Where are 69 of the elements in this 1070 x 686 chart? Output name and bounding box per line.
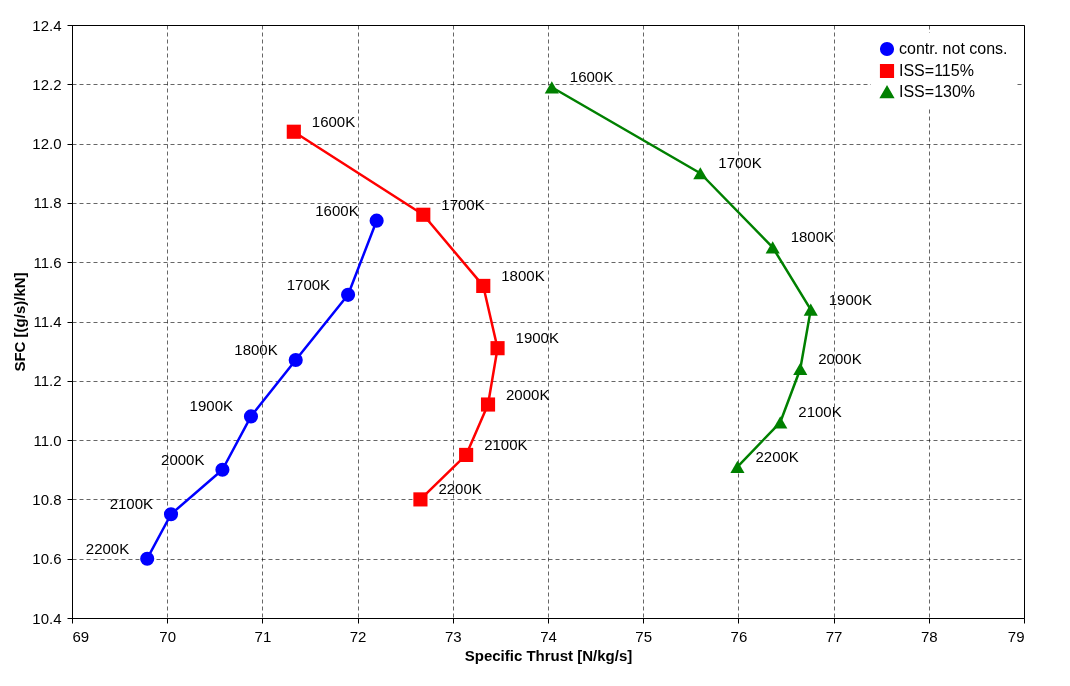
annotation: 1600K: [569, 68, 614, 86]
x-tick-label: 79: [1007, 627, 1025, 645]
annotation: 2000K: [506, 385, 550, 403]
point: [215, 462, 230, 477]
point: [416, 207, 431, 222]
point: [288, 352, 303, 368]
y-tick-label: 10.6: [32, 550, 62, 568]
point: [140, 551, 155, 566]
y-tick-label: 11.4: [33, 313, 62, 330]
x-tick-label: 71: [254, 627, 272, 645]
y-axis-title: SFC [(g/s)/kN]: [11, 272, 29, 372]
point: [341, 287, 356, 302]
annotation: 2100K: [798, 403, 842, 421]
annotation: 1700K: [286, 275, 331, 293]
annotation: 2000K: [818, 349, 862, 367]
annotation: 2200K: [85, 539, 130, 557]
annotation: 2000K: [161, 450, 205, 468]
annotation: 1700K: [718, 154, 762, 172]
y-tick-label: 12.2: [32, 75, 62, 93]
annotation: 1600K: [315, 201, 359, 219]
y-tick-label: 11.6: [33, 253, 62, 271]
point: [459, 447, 474, 462]
annotation: 1800K: [790, 228, 835, 246]
point: [544, 81, 559, 94]
annotation: 2100K: [109, 495, 154, 513]
annotation: 1800K: [234, 341, 278, 359]
x-tick-label: 75: [635, 627, 653, 645]
x-tick-label: 74: [540, 627, 557, 645]
point: [480, 397, 496, 412]
x-tick-label: 76: [730, 627, 748, 645]
point: [163, 507, 179, 522]
legend-label: ISS=130%: [899, 83, 976, 100]
annotation: 2200K: [438, 480, 482, 498]
annotation: 1600K: [311, 112, 356, 130]
annotation: 1800K: [501, 266, 545, 284]
point: [793, 362, 808, 376]
point: [286, 124, 301, 139]
x-tick-label: 70: [159, 627, 177, 645]
annotation: 1900K: [189, 397, 233, 415]
point: [730, 460, 745, 473]
point: [369, 213, 384, 228]
point: [693, 167, 708, 180]
x-tick-label: 78: [920, 627, 938, 645]
legend-label: ISS=115%: [899, 62, 974, 79]
point: [803, 303, 818, 316]
x-tick-label: 72: [349, 627, 367, 645]
point: [773, 416, 788, 429]
x-tick-label: 69: [72, 627, 90, 645]
annotation: 1700K: [441, 195, 485, 213]
legend-label: contr. not cons.: [899, 40, 1008, 57]
y-tick-label: 11.2: [33, 372, 62, 390]
annotation: 2100K: [484, 435, 528, 453]
y-tick-label: 10.8: [32, 490, 62, 508]
y-tick-label: 11.0: [33, 431, 62, 449]
point: [243, 409, 259, 424]
point: [476, 278, 491, 293]
annotation: 1900K: [515, 329, 559, 347]
x-tick-label: 73: [444, 627, 462, 645]
point: [490, 341, 505, 356]
x-tick-label: 77: [825, 627, 843, 645]
y-tick-label: 11.8: [33, 194, 62, 212]
annotation: 2200K: [755, 447, 799, 465]
point: [765, 241, 780, 254]
y-tick-label: 12.4: [32, 16, 62, 34]
x-axis-title: Specific Thrust [N/kg/s]: [464, 646, 633, 664]
y-tick-label: 12.0: [32, 135, 62, 153]
annotation: 1900K: [828, 290, 873, 308]
point: [413, 492, 428, 507]
y-tick-label: 10.4: [32, 609, 62, 627]
